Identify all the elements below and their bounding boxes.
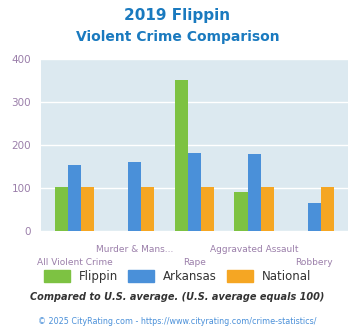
Bar — [307, 203, 321, 231]
Text: Violent Crime Comparison: Violent Crime Comparison — [76, 30, 279, 44]
Bar — [261, 187, 274, 231]
Bar — [235, 192, 248, 231]
Text: 2019 Flippin: 2019 Flippin — [125, 8, 230, 23]
Text: Rape: Rape — [183, 258, 206, 267]
Bar — [321, 187, 334, 231]
Bar — [188, 153, 201, 231]
Bar — [68, 164, 81, 231]
Bar — [141, 187, 154, 231]
Bar — [175, 80, 188, 231]
Bar — [55, 187, 68, 231]
Text: © 2025 CityRating.com - https://www.cityrating.com/crime-statistics/: © 2025 CityRating.com - https://www.city… — [38, 317, 317, 326]
Legend: Flippin, Arkansas, National: Flippin, Arkansas, National — [39, 265, 316, 287]
Text: Murder & Mans...: Murder & Mans... — [96, 245, 173, 254]
Bar — [128, 161, 141, 231]
Text: All Violent Crime: All Violent Crime — [37, 258, 113, 267]
Bar — [81, 187, 94, 231]
Bar — [201, 187, 214, 231]
Text: Robbery: Robbery — [295, 258, 333, 267]
Text: Compared to U.S. average. (U.S. average equals 100): Compared to U.S. average. (U.S. average … — [30, 292, 325, 302]
Text: Aggravated Assault: Aggravated Assault — [210, 245, 299, 254]
Bar — [248, 154, 261, 231]
